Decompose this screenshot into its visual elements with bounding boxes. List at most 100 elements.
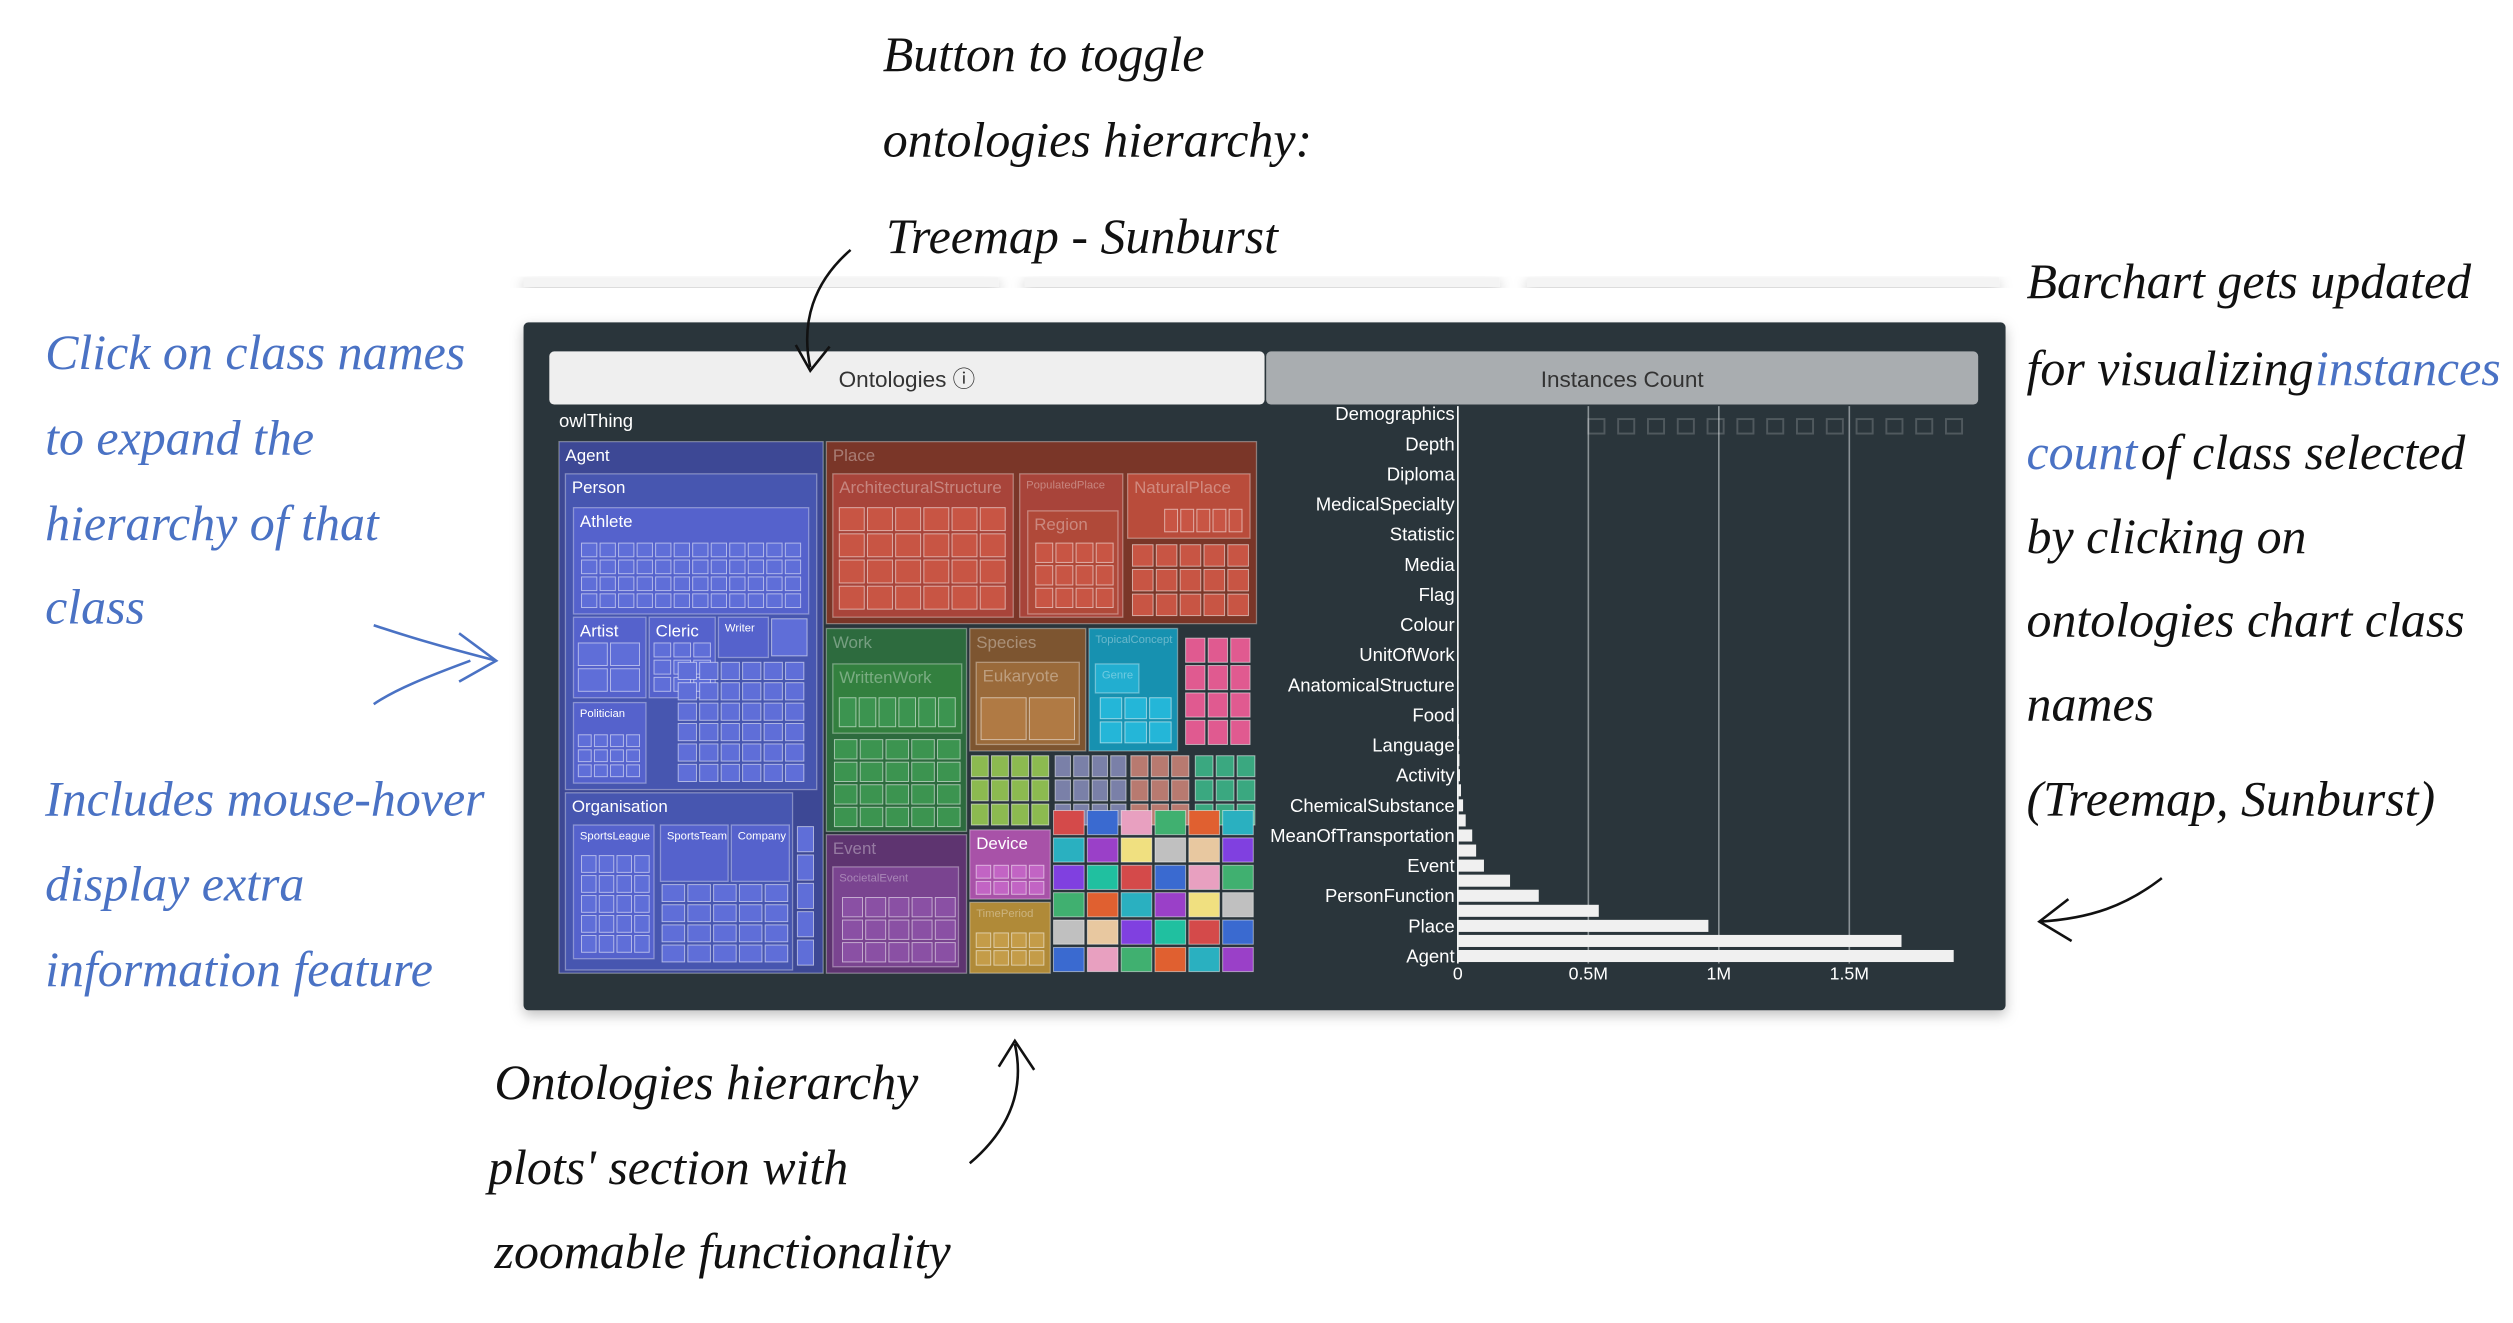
treemap-tile: [784, 593, 802, 609]
y-tick-label: MedicalSpecialty: [1316, 494, 1456, 515]
treemap-tile: [838, 697, 857, 728]
modebar-icon[interactable]: [1736, 418, 1755, 435]
treemap-tile: [866, 533, 893, 558]
treemap-tile: [1207, 665, 1228, 691]
treemap-tile: [742, 763, 762, 782]
treemap-label[interactable]: Region: [1034, 515, 1088, 534]
tab-label[interactable]: Ontologies ⓘ: [839, 367, 976, 392]
treemap-tile: [1188, 864, 1220, 890]
treemap-label[interactable]: SocietalEvent: [839, 872, 909, 884]
modebar-icon[interactable]: [1825, 418, 1844, 435]
treemap-tile: [951, 507, 978, 532]
tab-instances[interactable]: [1266, 351, 1979, 405]
treemap-node[interactable]: [730, 824, 790, 883]
modebar-icon[interactable]: [1795, 418, 1815, 435]
treemap-tile: [1035, 587, 1054, 609]
treemap-label[interactable]: NaturalPlace: [1134, 478, 1231, 497]
treemap-label[interactable]: WrittenWork: [839, 668, 932, 687]
treemap-label[interactable]: Artist: [580, 622, 619, 641]
treemap-node[interactable]: [1094, 663, 1140, 694]
tabs: Ontologies ⓘ Instances Count: [549, 351, 1979, 405]
modebar-icon[interactable]: [1676, 418, 1695, 435]
bar: [1457, 693, 1459, 706]
treemap-tile: [842, 897, 863, 918]
treemap-tile: [1086, 837, 1119, 863]
modebar-icon[interactable]: [1915, 418, 1934, 435]
treemap-label[interactable]: Cleric: [656, 622, 699, 641]
treemap-tile: [713, 924, 737, 943]
bar: [1457, 844, 1477, 857]
annotation-line: of class selected: [2141, 425, 2466, 480]
modebar-icon[interactable]: [1885, 418, 1904, 435]
treemap-tile: [888, 897, 910, 918]
annotation-line: instances: [2315, 341, 2501, 396]
annotation-line: ontologies hierarchy:: [883, 112, 1312, 167]
treemap-tile: [1095, 587, 1114, 609]
treemap-tile: [1124, 697, 1147, 720]
treemap-label[interactable]: ArchitecturalStructure: [839, 478, 1002, 497]
modebar-icon[interactable]: [1766, 418, 1785, 435]
treemap-label[interactable]: PopulatedPlace: [1026, 479, 1105, 491]
modebar-icon[interactable]: [1587, 418, 1606, 435]
treemap-label[interactable]: Device: [976, 834, 1028, 853]
treemap-tile: [1095, 542, 1114, 563]
treemap-label[interactable]: TimePeriod: [976, 908, 1033, 920]
annotation-line: ontologies chart class: [2027, 593, 2465, 648]
treemap-tile: [838, 559, 865, 584]
treemap-label[interactable]: Agent: [565, 446, 609, 465]
treemap-label[interactable]: Writer: [725, 623, 755, 635]
treemap-label[interactable]: Athlete: [580, 512, 633, 531]
treemap-label[interactable]: Genre: [1102, 669, 1133, 681]
tab-ontologies[interactable]: [549, 351, 1265, 405]
modebar-icon[interactable]: [1855, 418, 1874, 435]
treemap-label[interactable]: Company: [738, 831, 787, 843]
treemap-tile: [885, 806, 910, 828]
treemap-label[interactable]: SportsTeam: [667, 831, 727, 843]
treemap-tile: [747, 576, 765, 592]
treemap-tile: [581, 542, 598, 558]
treemap-label[interactable]: SportsLeague: [580, 831, 650, 843]
treemap-tile: [1011, 864, 1027, 879]
annotation-click: Click on class names to expand the hiera…: [45, 325, 499, 706]
treemap-tile: [710, 576, 727, 592]
treemap-label[interactable]: Event: [833, 839, 877, 858]
treemap-label[interactable]: Work: [833, 633, 873, 652]
treemap-label[interactable]: Organisation: [572, 797, 668, 816]
treemap-label[interactable]: Person: [572, 478, 626, 497]
treemap-tile: [634, 935, 650, 953]
treemap-tile: [687, 944, 711, 963]
treemap-label[interactable]: Place: [833, 446, 875, 465]
treemap-tile: [1227, 593, 1249, 617]
treemap-tile: [1150, 755, 1169, 778]
treemap-tile: [911, 784, 935, 805]
annotation-line: hierarchy of that: [45, 496, 380, 551]
treemap-node[interactable]: [659, 824, 729, 883]
treemap-tile: [1227, 568, 1249, 592]
treemap-tile: [937, 784, 961, 805]
treemap-tile: [991, 779, 1009, 802]
treemap-tile: [673, 559, 690, 575]
tab-label[interactable]: Instances Count: [1541, 367, 1705, 392]
treemap-label[interactable]: Eukaryote: [983, 667, 1059, 686]
treemap-label[interactable]: Species: [976, 633, 1036, 652]
treemap-label[interactable]: Politician: [580, 708, 625, 720]
bar: [1457, 949, 1954, 963]
treemap-tile: [1073, 755, 1090, 778]
modebar-icon[interactable]: [1944, 418, 1964, 435]
y-tick-label: UnitOfWork: [1359, 644, 1455, 665]
treemap-tile: [742, 682, 762, 701]
treemap-label[interactable]: TopicalConcept: [1095, 634, 1173, 646]
treemap-tile: [934, 897, 956, 918]
modebar-icon[interactable]: [1617, 418, 1636, 435]
treemap-tile: [599, 542, 616, 558]
modebar-icon[interactable]: [1646, 418, 1666, 435]
treemap-tile: [1230, 692, 1251, 718]
treemap-node[interactable]: [717, 616, 770, 659]
treemap-root[interactable]: owlThing: [559, 410, 633, 431]
treemap-tile: [1188, 837, 1220, 863]
treemap-tile: [626, 749, 641, 763]
treemap-tile: [720, 682, 740, 701]
treemap-tile: [1131, 593, 1154, 617]
modebar-icon[interactable]: [1706, 418, 1725, 435]
treemap-tile: [1222, 810, 1254, 836]
